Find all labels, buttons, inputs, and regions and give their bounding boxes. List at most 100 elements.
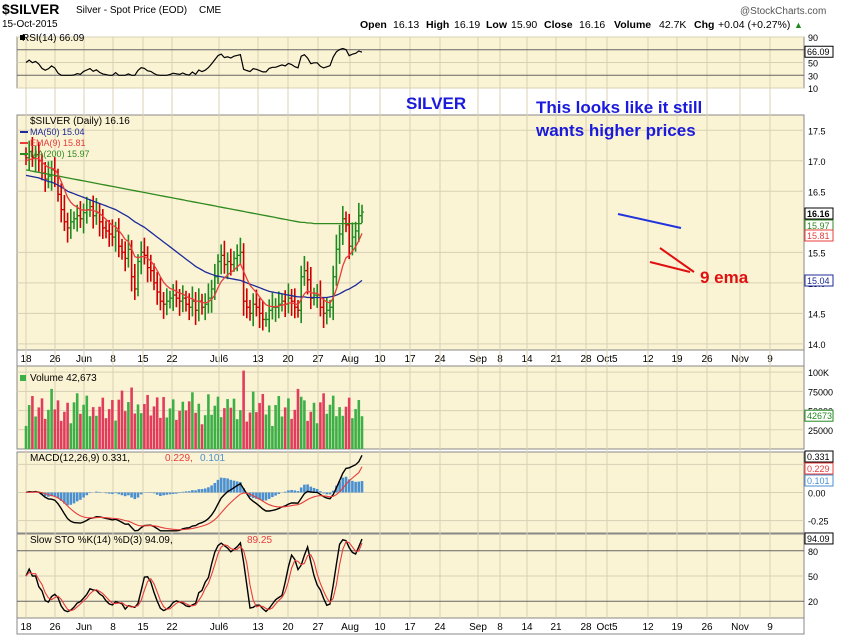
volume-bar xyxy=(281,416,284,449)
x-tick-label-bottom: 26 xyxy=(49,622,61,633)
chg-label: Chg xyxy=(694,19,714,31)
volume-bar xyxy=(89,416,92,449)
x-tick-label-bottom: 26 xyxy=(701,622,713,633)
x-tick-label-bottom: Jul6 xyxy=(210,622,229,633)
volume-bar xyxy=(246,422,249,449)
macd-label: MACD(12,26,9) 0.331, xyxy=(30,453,130,464)
volume-bar xyxy=(169,408,172,449)
volume-bar xyxy=(134,413,137,449)
macd-hist-bar xyxy=(137,493,140,498)
volume-bar xyxy=(194,413,197,449)
symbol: $SILVER xyxy=(2,1,59,17)
macd-hist-bar xyxy=(274,493,277,496)
macd-hist-bar xyxy=(111,493,114,495)
volume-bar xyxy=(38,407,41,449)
x-tick-label-bottom: Jun xyxy=(76,622,92,633)
annotation-comment-1: This looks like it still xyxy=(536,98,702,117)
macd-hist-bar xyxy=(172,493,175,494)
volume-bar xyxy=(297,389,300,449)
volume-bar xyxy=(278,396,281,449)
macd-hist-bar xyxy=(287,490,290,492)
macd-hist-bar xyxy=(124,493,127,497)
volume-bar xyxy=(162,397,165,449)
volume-bar xyxy=(326,414,329,449)
volume-bar xyxy=(322,393,325,449)
x-tick-label-bottom: 12 xyxy=(642,622,654,633)
macd-hist-bar xyxy=(121,493,124,496)
volume-bar xyxy=(207,394,210,449)
macd-hist-bar xyxy=(194,490,197,492)
volume-bar xyxy=(105,418,108,449)
volume-tick-label: 25000 xyxy=(808,426,833,436)
x-tick-label-bottom: 19 xyxy=(671,622,683,633)
macd-hist-bar xyxy=(98,492,101,493)
macd-hist-bar xyxy=(297,491,300,492)
volume-bar xyxy=(50,389,53,449)
macd-hist-bar xyxy=(66,493,69,506)
volume-bar xyxy=(316,423,319,449)
rsi-tick-label: 50 xyxy=(808,59,818,69)
volume-bar xyxy=(198,404,201,449)
volume-bar xyxy=(73,402,76,449)
volume-bar xyxy=(25,426,28,449)
rsi-tick-label: 90 xyxy=(808,33,818,43)
macd-hist-bar xyxy=(134,493,137,500)
volume-bar xyxy=(34,416,37,449)
volume-value: 42.7K xyxy=(659,19,686,31)
x-tick-label-bottom: Oct5 xyxy=(596,622,618,633)
volume-bar xyxy=(236,419,239,449)
open-label: Open xyxy=(360,19,387,31)
volume-bar xyxy=(338,407,341,449)
volume-bar xyxy=(28,405,31,449)
volume-bar xyxy=(303,400,306,449)
volume-bar xyxy=(332,396,335,449)
volume-bar xyxy=(108,409,111,449)
sto-tick-label: 20 xyxy=(808,597,818,607)
x-tick-label-bottom: Sep xyxy=(469,622,487,633)
x-tick-label-bottom: 10 xyxy=(374,622,386,633)
x-tick-label-bottom: 15 xyxy=(137,622,149,633)
annotation-ema-note: 9 ema xyxy=(700,268,749,287)
volume-bar xyxy=(114,421,117,449)
macd-hist-bar xyxy=(108,493,111,494)
price-label: $SILVER (Daily) 16.16 xyxy=(30,116,130,127)
macd-hist-bar xyxy=(284,492,287,493)
volume-bar xyxy=(310,412,313,449)
price-tag-text: 15.04 xyxy=(807,276,830,286)
x-tick-label-bottom: 22 xyxy=(166,622,178,633)
high-value: 16.19 xyxy=(454,19,480,31)
volume-bar xyxy=(223,408,226,449)
x-tick-label-bottom: 8 xyxy=(110,622,116,633)
macd-hist-bar xyxy=(198,489,201,492)
volume-bar xyxy=(118,400,121,449)
volume-bar xyxy=(124,411,127,449)
sto-tick-label: 50 xyxy=(808,572,818,582)
volume-bar xyxy=(76,393,79,449)
rsi-legend-swatch xyxy=(20,35,25,40)
price-tick-label: 16.5 xyxy=(808,187,826,197)
macd-hist-bar xyxy=(86,493,89,496)
macd-hist-bar xyxy=(140,493,143,495)
sto-tag-text: 94.09 xyxy=(807,534,830,544)
volume-tag-text: 42673 xyxy=(807,411,832,421)
macd-hist-bar xyxy=(265,493,268,501)
macd-tick-label: -0.25 xyxy=(808,517,829,527)
x-tick-label-bottom: 24 xyxy=(434,622,446,633)
volume-bar xyxy=(313,403,316,449)
volume-bar xyxy=(249,412,252,449)
volume-bar xyxy=(156,397,159,449)
macd-hist-bar xyxy=(204,488,207,492)
x-tick-label-bottom: 20 xyxy=(282,622,294,633)
macd-hist-bar xyxy=(351,481,354,493)
macd-hist-bar xyxy=(262,493,265,501)
volume-bar xyxy=(188,401,191,449)
annotation-title: SILVER xyxy=(406,94,466,113)
macd-hist-bar xyxy=(201,489,204,492)
volume-bar xyxy=(210,415,213,449)
macd-hist-bar xyxy=(271,493,274,498)
rsi-label: RSI(14) 66.09 xyxy=(22,33,85,44)
x-tick-label-bottom: 8 xyxy=(497,622,503,633)
volume-legend-swatch xyxy=(20,375,26,381)
macd-hist-bar xyxy=(73,493,76,504)
